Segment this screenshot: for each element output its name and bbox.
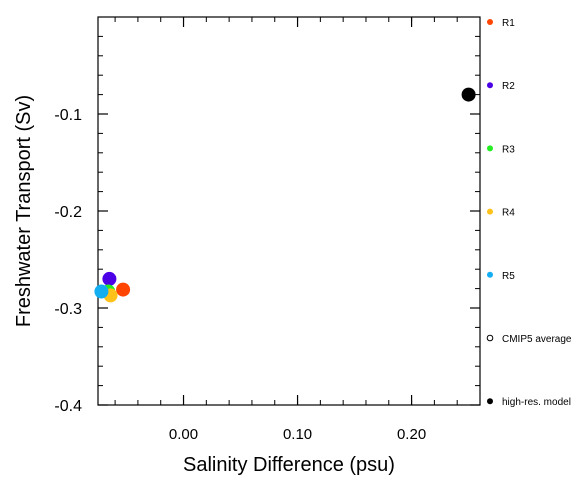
- data-point-high-res-model: [461, 87, 476, 102]
- legend-label-high-res-model: high-res. model: [502, 397, 571, 408]
- data-point-r2: [102, 271, 117, 286]
- x-axis-label: Salinity Difference (psu): [183, 454, 395, 476]
- y-tick-label: -0.2: [54, 204, 82, 221]
- y-tick-label: -0.1: [54, 107, 82, 124]
- legend-marker-r1: [487, 19, 493, 25]
- legend-marker-cmip5-average: [486, 334, 494, 342]
- axis-tick-labels: 0.00 0.10 0.20 -0.1 -0.2 -0.3 -0.4: [54, 107, 426, 443]
- legend-label-r1: R1: [502, 18, 515, 29]
- legend-marker-high-res-model: [487, 398, 493, 405]
- legend: R1 R2 R3 R4 R5 CMIP5 average high-res. model: [486, 18, 572, 408]
- legend-label-r5: R5: [502, 271, 515, 282]
- y-tick-label: -0.3: [54, 301, 82, 318]
- data-point-r1: [116, 282, 131, 297]
- x-tick-label: 0.00: [169, 426, 198, 443]
- legend-label-r3: R3: [502, 144, 515, 155]
- plot-frame: [97, 16, 481, 406]
- y-axis-label: Freshwater Transport (Sv): [13, 95, 35, 327]
- data-point-r5: [94, 284, 109, 299]
- data-points: [94, 87, 476, 303]
- legend-marker-r3: [487, 145, 493, 152]
- legend-marker-r5: [487, 271, 493, 278]
- x-tick-label: 0.10: [283, 426, 312, 443]
- legend-marker-r2: [487, 82, 493, 89]
- legend-label-r2: R2: [502, 81, 515, 92]
- x-tick-label: 0.20: [397, 426, 426, 443]
- y-tick-label: -0.4: [54, 398, 82, 415]
- legend-label-r4: R4: [502, 208, 515, 219]
- axis-ticks: [98, 16, 481, 406]
- legend-label-cmip5-average: CMIP5 average: [502, 334, 572, 345]
- legend-marker-r4: [487, 208, 493, 215]
